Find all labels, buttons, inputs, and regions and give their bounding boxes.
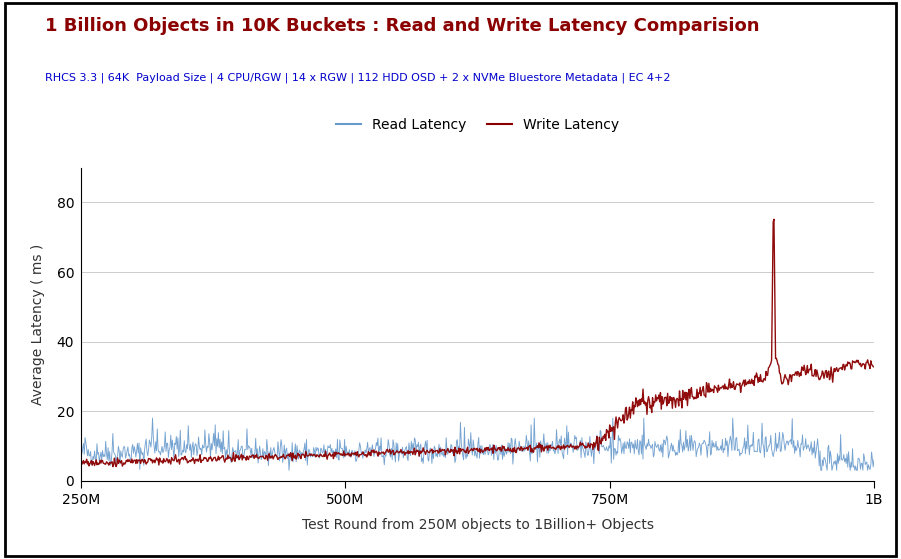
Read Latency [147, 415, 158, 421]
Write Latency [425, 447, 436, 453]
Read Latency [398, 454, 409, 461]
Text: 1 Billion Objects in 10K Buckets : Read and Write Latency Comparision: 1 Billion Objects in 10K Buckets : Read … [45, 17, 760, 35]
Write Latency [769, 216, 779, 222]
Read Latency [158, 449, 168, 456]
Read Latency [426, 460, 437, 467]
Write Latency [869, 363, 879, 370]
Read Latency [869, 456, 879, 463]
Text: RHCS 3.3 | 64K  Payload Size | 4 CPU/RGW | 14 x RGW | 112 HDD OSD + 2 x NVMe Blu: RHCS 3.3 | 64K Payload Size | 4 CPU/RGW … [45, 73, 670, 83]
Read Latency [76, 447, 86, 453]
Read Latency [622, 438, 633, 445]
Line: Write Latency: Write Latency [81, 219, 874, 467]
Write Latency [621, 404, 632, 411]
Read Latency [284, 467, 295, 473]
Write Latency [158, 460, 168, 467]
Legend: Read Latency, Write Latency: Read Latency, Write Latency [330, 112, 625, 137]
Read Latency [710, 444, 721, 451]
Write Latency [397, 450, 408, 457]
Write Latency [709, 382, 720, 389]
Read Latency [696, 452, 706, 458]
Write Latency [76, 458, 86, 465]
Write Latency [107, 463, 118, 470]
X-axis label: Test Round from 250M objects to 1Billion+ Objects: Test Round from 250M objects to 1Billion… [302, 518, 653, 532]
Write Latency [695, 384, 705, 391]
Line: Read Latency: Read Latency [81, 418, 874, 470]
Y-axis label: Average Latency ( ms ): Average Latency ( ms ) [32, 244, 45, 405]
